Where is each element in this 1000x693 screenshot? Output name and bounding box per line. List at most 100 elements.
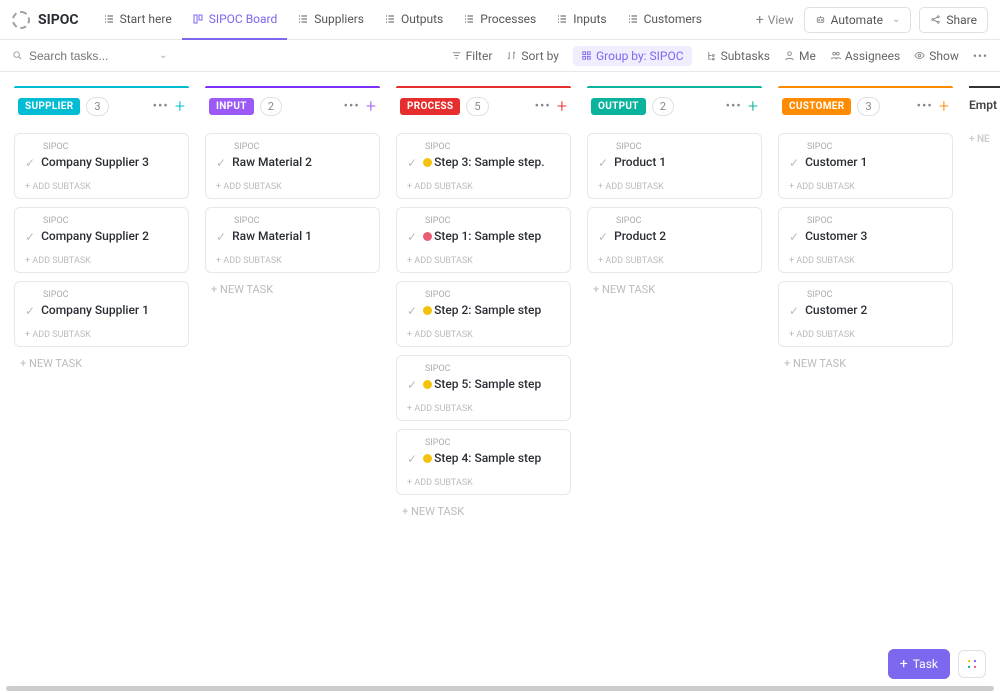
check-icon[interactable]: ✓ xyxy=(789,230,799,244)
check-icon[interactable]: ✓ xyxy=(598,230,608,244)
column-label[interactable]: SUPPLIER xyxy=(18,98,80,115)
add-subtask-button[interactable]: + ADD SUBTASK xyxy=(407,478,560,488)
task-card[interactable]: SIPOC✓Customer 2+ ADD SUBTASK xyxy=(778,281,953,347)
check-icon[interactable]: ✓ xyxy=(789,304,799,318)
card-title: Raw Material 1 xyxy=(232,229,369,243)
new-task-button[interactable]: + NEW TASK xyxy=(205,273,380,306)
check-icon[interactable]: ✓ xyxy=(598,156,608,170)
add-subtask-button[interactable]: + ADD SUBTASK xyxy=(598,182,751,192)
tab-start-here[interactable]: Start here xyxy=(93,0,182,40)
chevron-down-icon[interactable]: ⌄ xyxy=(159,50,167,61)
add-subtask-button[interactable]: + ADD SUBTASK xyxy=(789,256,942,266)
sort-button[interactable]: Sort by xyxy=(506,49,559,63)
apps-fab[interactable] xyxy=(958,650,986,678)
task-card[interactable]: SIPOC✓Customer 3+ ADD SUBTASK xyxy=(778,207,953,273)
add-subtask-button[interactable]: + ADD SUBTASK xyxy=(25,256,178,266)
new-task-fab[interactable]: +Task xyxy=(888,649,950,679)
column-add-button[interactable]: + xyxy=(557,96,567,117)
add-subtask-button[interactable]: + ADD SUBTASK xyxy=(25,182,178,192)
check-icon[interactable]: ✓ xyxy=(407,452,417,466)
task-card[interactable]: SIPOC✓Step 2: Sample step+ ADD SUBTASK xyxy=(396,281,571,347)
task-card[interactable]: SIPOC✓Product 2+ ADD SUBTASK xyxy=(587,207,762,273)
add-subtask-button[interactable]: + ADD SUBTASK xyxy=(407,256,560,266)
column-add-button[interactable]: + xyxy=(748,96,758,117)
column-add-button[interactable]: + xyxy=(366,96,376,117)
card-title: Step 3: Sample step. xyxy=(423,155,560,169)
horizontal-scrollbar[interactable] xyxy=(6,686,994,691)
tab-sipoc-board[interactable]: SIPOC Board xyxy=(182,0,288,40)
more-button[interactable]: ••• xyxy=(973,49,988,63)
new-task-button[interactable]: + NEW TASK xyxy=(587,273,762,306)
column-add-button[interactable]: + xyxy=(939,96,949,117)
search-input[interactable] xyxy=(29,49,149,63)
column-process: PROCESS5•••+SIPOC✓Step 3: Sample step.+ … xyxy=(396,86,571,693)
new-task-button[interactable]: + NE xyxy=(969,134,1000,145)
new-task-button[interactable]: + NEW TASK xyxy=(778,347,953,380)
add-subtask-button[interactable]: + ADD SUBTASK xyxy=(407,330,560,340)
task-card[interactable]: SIPOC✓Step 3: Sample step.+ ADD SUBTASK xyxy=(396,133,571,199)
tab-customers[interactable]: Customers xyxy=(617,0,712,40)
check-icon[interactable]: ✓ xyxy=(25,230,35,244)
column-label[interactable]: OUTPUT xyxy=(591,98,646,115)
search-box: ⌄ xyxy=(12,49,451,63)
check-icon[interactable]: ✓ xyxy=(407,156,417,170)
tab-inputs[interactable]: Inputs xyxy=(546,0,616,40)
add-subtask-button[interactable]: + ADD SUBTASK xyxy=(407,404,560,414)
task-card[interactable]: SIPOC✓Raw Material 2+ ADD SUBTASK xyxy=(205,133,380,199)
add-subtask-button[interactable]: + ADD SUBTASK xyxy=(598,256,751,266)
add-subtask-button[interactable]: + ADD SUBTASK xyxy=(216,256,369,266)
add-view-button[interactable]: +View xyxy=(748,12,802,28)
task-card[interactable]: SIPOC✓Company Supplier 3+ ADD SUBTASK xyxy=(14,133,189,199)
task-card[interactable]: SIPOC✓Product 1+ ADD SUBTASK xyxy=(587,133,762,199)
task-card[interactable]: SIPOC✓Step 4: Sample step+ ADD SUBTASK xyxy=(396,429,571,495)
new-task-button[interactable]: + NEW TASK xyxy=(14,347,189,380)
automate-button[interactable]: Automate ⌄ xyxy=(804,7,912,33)
column-label[interactable]: INPUT xyxy=(209,98,254,115)
right-actions: Automate ⌄ Share xyxy=(804,7,988,33)
sort-icon xyxy=(506,50,517,61)
tab-suppliers[interactable]: Suppliers xyxy=(287,0,374,40)
column-more-button[interactable]: ••• xyxy=(917,99,933,114)
card-title: Customer 2 xyxy=(805,303,942,317)
task-card[interactable]: SIPOC ✓ Raw Material 1 + ADD SUBTASK xyxy=(205,207,380,273)
group-by-button[interactable]: Group by: SIPOC xyxy=(573,46,692,66)
fab-row: +Task xyxy=(888,649,986,679)
column-more-button[interactable]: ••• xyxy=(153,99,169,114)
add-subtask-button[interactable]: + ADD SUBTASK xyxy=(25,330,178,340)
share-button[interactable]: Share xyxy=(919,7,988,33)
filter-button[interactable]: Filter xyxy=(451,49,493,63)
column-more-button[interactable]: ••• xyxy=(344,99,360,114)
add-subtask-button[interactable]: + ADD SUBTASK xyxy=(216,182,369,192)
task-card[interactable]: SIPOC✓Company Supplier 2+ ADD SUBTASK xyxy=(14,207,189,273)
new-task-button[interactable]: + NEW TASK xyxy=(396,495,571,528)
check-icon[interactable]: ✓ xyxy=(216,156,226,170)
column-add-button[interactable]: + xyxy=(175,96,185,117)
check-icon[interactable]: ✓ xyxy=(407,378,417,392)
card-folder: SIPOC xyxy=(234,216,369,226)
tab-processes[interactable]: Processes xyxy=(453,0,546,40)
tab-outputs[interactable]: Outputs xyxy=(374,0,453,40)
check-icon[interactable]: ✓ xyxy=(25,156,35,170)
add-subtask-button[interactable]: + ADD SUBTASK xyxy=(407,182,560,192)
column-label[interactable]: CUSTOMER xyxy=(782,98,851,115)
assignees-button[interactable]: Assignees xyxy=(830,49,900,63)
column-more-button[interactable]: ••• xyxy=(726,99,742,114)
add-subtask-button[interactable]: + ADD SUBTASK xyxy=(789,182,942,192)
check-icon[interactable]: ✓ xyxy=(25,304,35,318)
card-title: Step 4: Sample step xyxy=(423,451,560,465)
check-icon[interactable]: ✓ xyxy=(216,230,226,244)
check-icon[interactable]: ✓ xyxy=(789,156,799,170)
task-card[interactable]: SIPOC✓Customer 1+ ADD SUBTASK xyxy=(778,133,953,199)
show-button[interactable]: Show xyxy=(914,49,959,63)
add-subtask-button[interactable]: + ADD SUBTASK xyxy=(789,330,942,340)
me-button[interactable]: Me xyxy=(784,49,816,63)
check-icon[interactable]: ✓ xyxy=(407,230,417,244)
column-label[interactable]: PROCESS xyxy=(400,98,460,115)
status-dot-icon xyxy=(423,306,432,315)
task-card[interactable]: SIPOC✓Company Supplier 1+ ADD SUBTASK xyxy=(14,281,189,347)
task-card[interactable]: SIPOC✓Step 1: Sample step+ ADD SUBTASK xyxy=(396,207,571,273)
check-icon[interactable]: ✓ xyxy=(407,304,417,318)
subtasks-button[interactable]: Subtasks xyxy=(706,49,770,63)
task-card[interactable]: SIPOC✓Step 5: Sample step+ ADD SUBTASK xyxy=(396,355,571,421)
column-more-button[interactable]: ••• xyxy=(535,99,551,114)
